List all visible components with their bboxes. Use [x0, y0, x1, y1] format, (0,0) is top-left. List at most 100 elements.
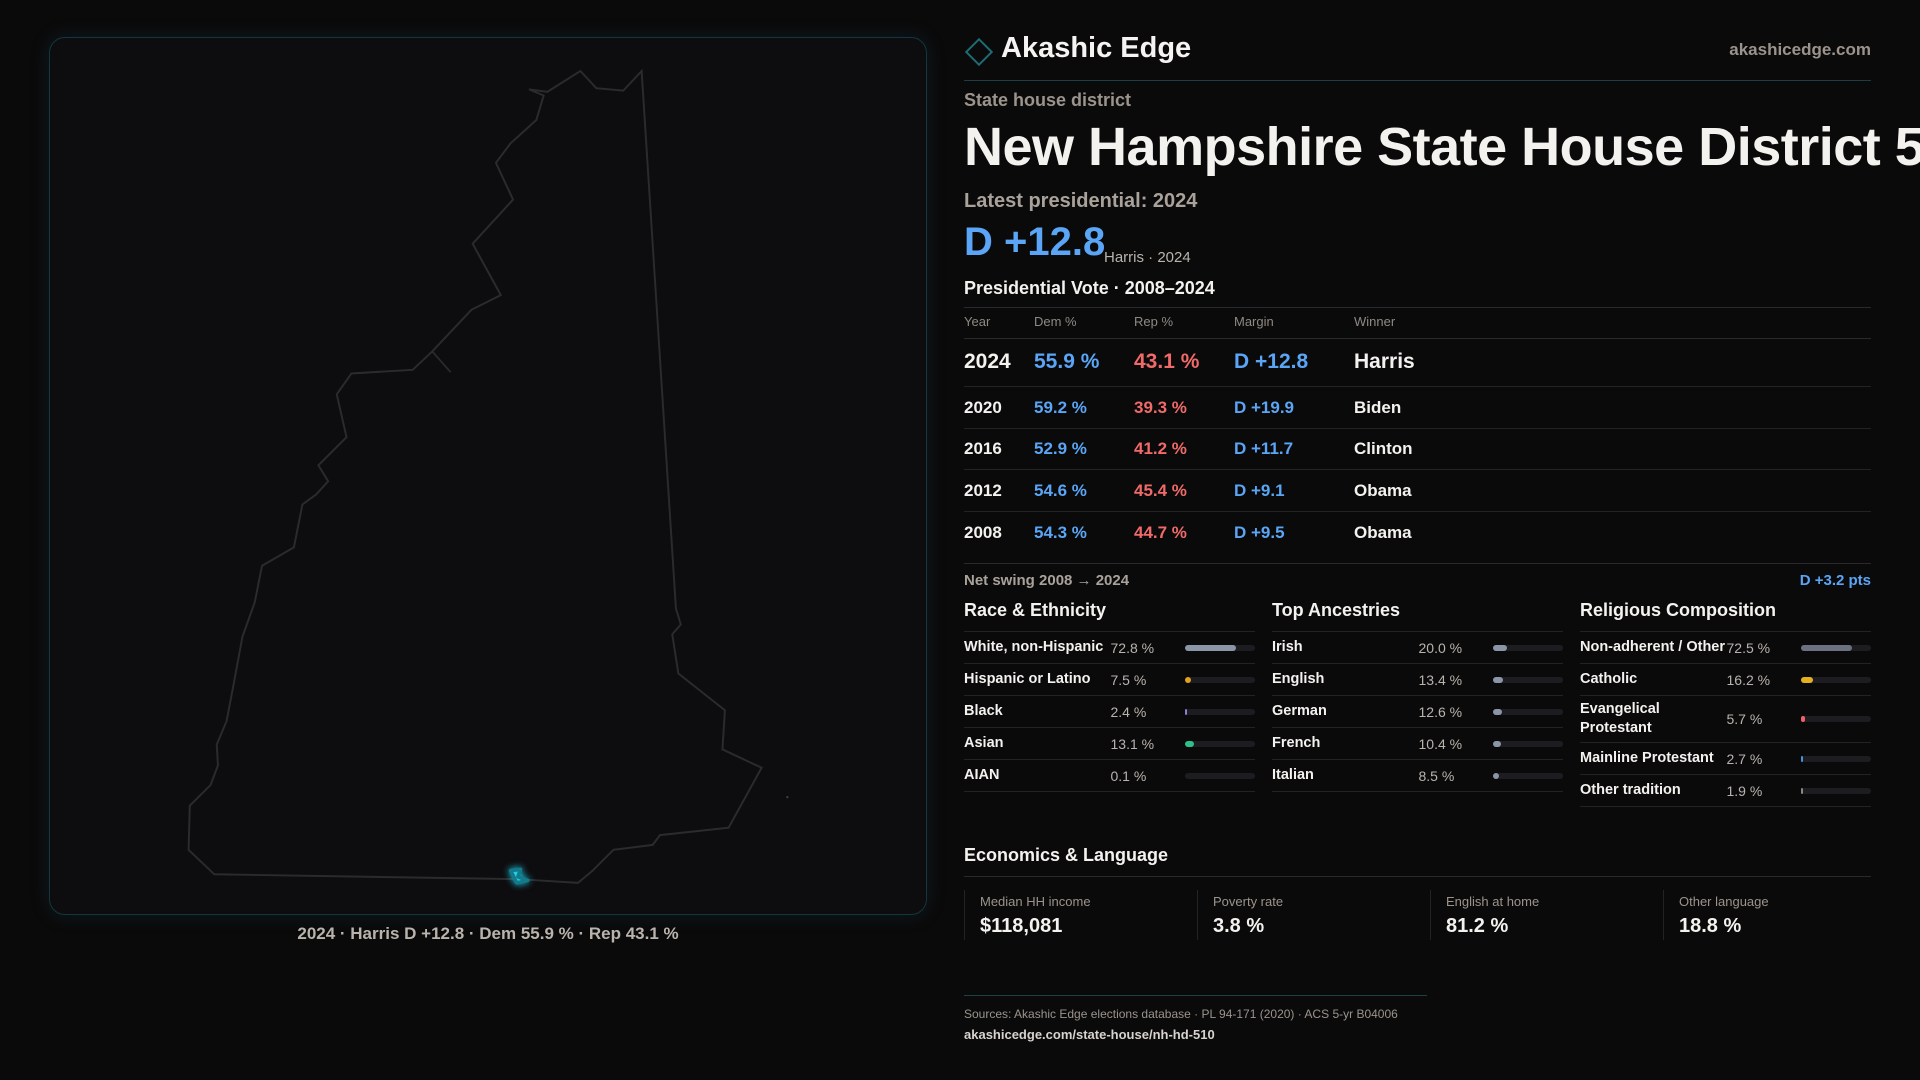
economics-card: English at home 81.2 %: [1430, 890, 1663, 940]
section-title: Top Ancestries: [1272, 600, 1563, 632]
header-margin: Margin: [1234, 314, 1274, 329]
map-caption: 2024 · Harris D +12.8 · Dem 55.9 % · Rep…: [297, 924, 679, 943]
map-panel[interactable]: [49, 37, 927, 915]
cell-year: 2012: [964, 480, 1002, 500]
stat-value: 0.1 %: [1110, 767, 1147, 784]
stat-label: Non-adherent / Other: [1580, 639, 1726, 655]
stat-label: Black: [964, 703, 1003, 719]
cell-dem: 54.3 %: [1034, 522, 1087, 542]
stat-bar: [1801, 755, 1872, 762]
stat-bar: [1493, 740, 1564, 747]
stat-bar: [1801, 716, 1872, 722]
stat-bar-fill: [1801, 787, 1804, 794]
header-year: Year: [964, 314, 991, 329]
stat-bar-fill: [1493, 644, 1508, 651]
ancestry-section: Top Ancestries Irish 20.0 % English 13.4 % Ge…: [1272, 600, 1564, 792]
stat-value: 16.2 %: [1726, 671, 1771, 688]
cell-margin: D +12.8: [1234, 350, 1309, 373]
stat-label: Other tradition: [1580, 782, 1681, 798]
stat-label: Mainline Protestant: [1580, 750, 1714, 766]
page-url[interactable]: akashicedge.com/state-house/nh-hd-510: [964, 1027, 1215, 1042]
table-row: 2020 59.2 % 39.3 % D +19.9 Biden: [964, 387, 1871, 429]
cell-winner: Clinton: [1354, 439, 1413, 458]
stat-value: 13.4 %: [1418, 671, 1463, 688]
latest-label: Latest presidential: 2024: [964, 190, 1198, 212]
cell-margin: D +11.7: [1234, 439, 1294, 458]
stat-bar-fill: [1185, 644, 1237, 651]
stat-bar-fill: [1493, 708, 1503, 715]
stat-bar-fill: [1493, 676, 1503, 683]
stat-row: Evangelical Protestant 5.7 %: [1580, 696, 1872, 743]
card-label: Poverty rate: [1213, 894, 1284, 909]
stat-bar: [1801, 644, 1872, 651]
headline-sub: Harris · 2024: [1104, 249, 1191, 266]
stat-bar: [1801, 676, 1872, 683]
stat-value: 12.6 %: [1418, 703, 1463, 720]
divider: [964, 307, 1871, 308]
stat-bar: [1493, 644, 1564, 651]
stat-bar-fill: [1185, 740, 1195, 747]
page-title: New Hampshire State House District 510: [964, 117, 1920, 177]
cell-dem: 55.9 %: [1034, 350, 1100, 373]
stat-value: 72.8 %: [1110, 639, 1155, 656]
cell-rep: 44.7 %: [1134, 522, 1187, 542]
stat-bar: [1801, 787, 1872, 794]
stat-bar-fill: [1801, 644, 1852, 651]
stat-label: Irish: [1272, 639, 1303, 655]
swing-value: D +3.2 pts: [1799, 572, 1871, 589]
stat-bar-fill: [1801, 676, 1813, 683]
header-rep: Rep %: [1134, 314, 1174, 329]
stat-bar: [1185, 740, 1256, 747]
stat-label: Hispanic or Latino: [964, 671, 1091, 687]
cell-year: 2008: [964, 522, 1002, 542]
card-label: Other language: [1679, 894, 1769, 909]
section-title: Religious Composition: [1580, 600, 1871, 632]
stat-label: AIAN: [964, 767, 1000, 783]
stat-label: Evangelical Protestant: [1580, 701, 1660, 736]
cell-rep: 45.4 %: [1134, 480, 1187, 500]
cell-dem: 54.6 %: [1034, 480, 1087, 500]
table-row: 2024 55.9 % 43.1 % D +12.8 Harris: [964, 338, 1871, 387]
stat-value: 1.9 %: [1726, 782, 1763, 799]
divider: [964, 80, 1871, 81]
card-value: 3.8 %: [1213, 915, 1265, 937]
stat-bar-fill: [1185, 708, 1188, 715]
stat-row: Asian 13.1 %: [964, 728, 1256, 760]
economics-cards: Median HH income $118,081 Poverty rate 3.8 …: [964, 890, 1896, 940]
table-row: 2016 52.9 % 41.2 % D +11.7 Clinton: [964, 429, 1871, 470]
stat-row: French 10.4 %: [1272, 728, 1564, 760]
card-value: $118,081: [980, 915, 1063, 937]
swing-label: Net swing 2008 → 2024: [964, 572, 1130, 589]
race-section: Race & Ethnicity White, non-Hispanic 72.8 …: [964, 600, 1256, 792]
stat-bar: [1493, 708, 1564, 715]
headline-margin: D +12.8: [964, 220, 1106, 264]
stat-value: 72.5 %: [1726, 639, 1771, 656]
stat-label: Italian: [1272, 767, 1314, 783]
cell-winner: Obama: [1354, 522, 1412, 542]
cell-margin: D +9.1: [1234, 480, 1285, 500]
cell-dem: 59.2 %: [1034, 397, 1087, 417]
stat-bar: [1185, 676, 1256, 683]
stat-row: Italian 8.5 %: [1272, 760, 1564, 792]
stat-bar: [1185, 772, 1256, 779]
section-title: Race & Ethnicity: [964, 600, 1255, 632]
cell-rep: 39.3 %: [1134, 397, 1187, 417]
stat-bar: [1493, 676, 1564, 683]
stat-bar-fill: [1493, 740, 1501, 747]
site-link[interactable]: akashicedge.com: [1729, 40, 1871, 59]
stat-row: Other tradition 1.9 %: [1580, 775, 1872, 807]
table-row: 2008 54.3 % 44.7 % D +9.5 Obama: [964, 512, 1871, 553]
stat-row: Irish 20.0 %: [1272, 632, 1564, 664]
economics-title: Economics & Language: [964, 845, 1169, 865]
table-title: Presidential Vote · 2008–2024: [964, 278, 1215, 298]
stat-label: French: [1272, 735, 1321, 751]
brand[interactable]: Akashic Edge: [964, 32, 1191, 66]
divider: [964, 876, 1871, 877]
card-value: 81.2 %: [1446, 915, 1509, 937]
cell-winner: Harris: [1354, 350, 1415, 373]
stat-label: Asian: [964, 735, 1004, 751]
stat-row: German 12.6 %: [1272, 696, 1564, 728]
cell-dem: 52.9 %: [1034, 439, 1087, 458]
stat-row: Black 2.4 %: [964, 696, 1256, 728]
cell-margin: D +9.5: [1234, 522, 1285, 542]
